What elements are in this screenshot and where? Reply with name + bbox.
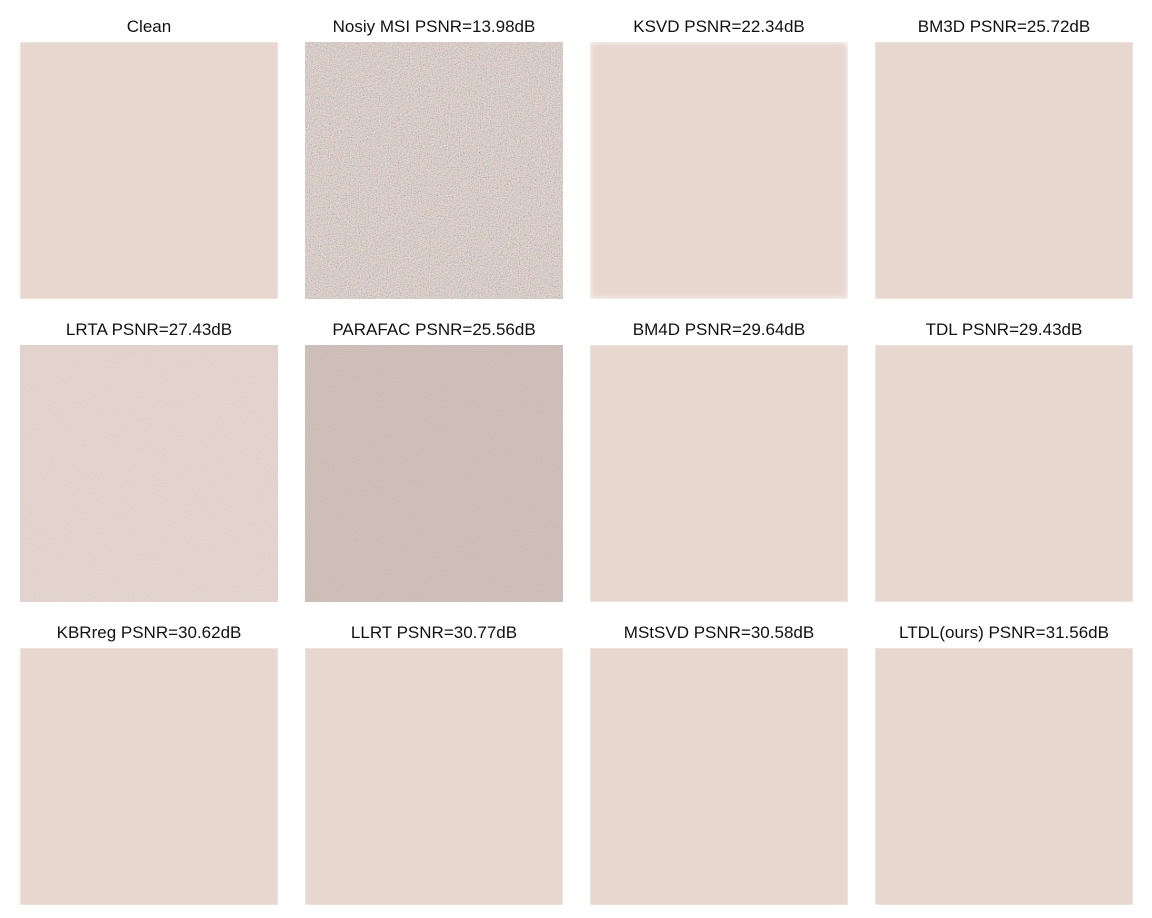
panel-caption: Clean xyxy=(126,17,172,36)
panel-image xyxy=(20,345,278,602)
panel-image xyxy=(305,345,563,602)
panel-image xyxy=(875,42,1133,299)
panel-image xyxy=(305,648,563,905)
panel-caption: BM3D PSNR=25.72dB xyxy=(917,17,1091,36)
panel-image xyxy=(875,648,1133,905)
panel-image xyxy=(305,42,563,299)
panel-caption: BM4D PSNR=29.64dB xyxy=(632,320,806,339)
panel-image xyxy=(20,648,278,905)
panel-image xyxy=(875,345,1133,602)
panel-caption: MStSVD PSNR=30.58dB xyxy=(623,623,815,642)
panel-image xyxy=(20,42,278,299)
panel-caption: LRTA PSNR=27.43dB xyxy=(65,320,233,339)
panel-caption: PARAFAC PSNR=25.56dB xyxy=(332,320,536,339)
panel-caption: LLRT PSNR=30.77dB xyxy=(350,623,518,642)
panel-image xyxy=(590,345,848,602)
panel-image xyxy=(590,648,848,905)
panel-caption: LTDL(ours) PSNR=31.56dB xyxy=(899,623,1109,642)
panel-caption: TDL PSNR=29.43dB xyxy=(925,320,1083,339)
panel-image xyxy=(590,42,848,299)
panel-caption: KSVD PSNR=22.34dB xyxy=(633,17,805,36)
panel-caption: KBRreg PSNR=30.62dB xyxy=(56,623,242,642)
panel-caption: Nosiy MSI PSNR=13.98dB xyxy=(332,17,536,36)
